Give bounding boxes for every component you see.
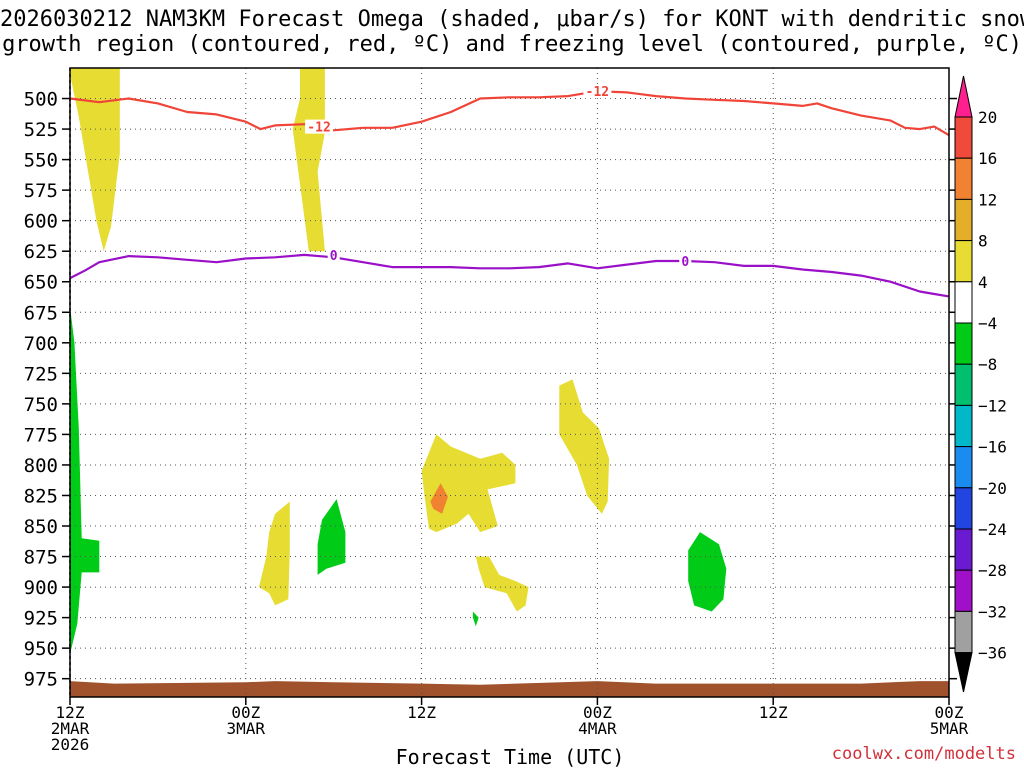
colorbar-label: −24 [978,520,1007,539]
x-tick-label: 00Z [935,703,964,722]
colorbar-bin [954,240,973,283]
x-tick-label: 12Z [759,703,788,722]
omega-region-5 [475,556,529,612]
colorbar-bin [954,157,973,200]
colorbar-label: −20 [978,479,1007,498]
freezing-contour-label-bg [327,247,340,262]
plot-border [69,67,950,698]
grid-lines [70,68,949,697]
y-tick-label: 975 [24,669,58,691]
colorbar-bin [954,404,973,448]
x-tick-label: 00Z [231,703,260,722]
y-tick-label: 650 [24,272,58,294]
omega-region-1 [292,68,325,252]
dgz-contour-line [69,90,950,137]
colorbar-label: 12 [978,190,997,209]
y-tick-label: 950 [24,638,58,660]
colorbar-bottom-arrow [954,652,973,693]
freezing-contour-label: 0 [681,255,689,270]
dgz-contour-label-bg [305,119,334,134]
colorbar-label: −4 [978,314,997,333]
y-tick-label: 850 [24,516,58,538]
plot-frame [69,67,950,698]
omega-region-7 [70,306,100,655]
omega-region-6 [430,483,448,514]
colorbar-label: −36 [978,644,1007,663]
colorbar-bin [954,363,973,406]
y-tick-label: 700 [24,333,58,355]
x-tick-label: 5MAR [930,719,969,738]
source-credit[interactable]: coolwx.com/modelts [831,744,1016,764]
y-tick-label: 500 [24,89,58,111]
x-tick-label: 2MAR [51,719,90,738]
x-axis-label: Forecast Time (UTC) [395,745,625,769]
temperature-contours: -12 -12 0 0 [69,84,950,298]
colorbar-top-arrow [954,75,973,118]
x-tick-label: 4MAR [578,719,617,738]
omega-region-8 [317,499,346,575]
surface-terrain [70,681,949,697]
y-tick-label: 600 [24,211,58,233]
y-tick-label: 750 [24,394,58,416]
freezing-contour-label: 0 [330,249,338,264]
y-tick-label: 925 [24,608,58,630]
x-tick-label: 3MAR [227,719,266,738]
dgz-contour-label: -12 [586,85,609,100]
chart-title-line-2: growth region (contoured, red, ºC) and f… [2,32,1022,57]
colorbar-label: 8 [978,232,988,251]
y-tick-label: 525 [24,119,58,141]
colorbar-bin [954,610,973,654]
colorbar-label: −8 [978,355,997,374]
omega-region-4 [259,501,290,606]
omega-shaded-fills [70,68,727,655]
colorbar-label: −16 [978,438,1007,457]
y-tick-label: 875 [24,547,58,569]
chart-title-line-1: 2026030212 NAM3KM Forecast Omega (shaded… [0,7,1024,32]
y-tick-label: 625 [24,241,58,263]
x-tick-label: 2026 [51,735,90,754]
omega-colorbar: 20 16 12 8 4 −4 −8 −12 −16 −20 −24 −28 −32 −36 [954,75,1007,693]
colorbar-bin [954,198,973,242]
dgz-contour-label: -12 [307,121,330,136]
omega-region-0 [70,68,120,252]
colorbar-label: 4 [978,273,988,292]
x-tick-label: 00Z [583,703,612,722]
pressure-axis: 500 525 550 575 600 625 650 675 700 725 750 775 800 8… [24,89,957,691]
colorbar-label: −28 [978,561,1007,580]
y-tick-label: 675 [24,302,58,324]
omega-region-2 [421,434,516,533]
freezing-contour-line [69,253,950,298]
colorbar-bin [954,487,973,530]
y-tick-label: 775 [24,424,58,446]
colorbar-bin [954,446,973,489]
colorbar-bin [954,281,973,324]
y-tick-label: 800 [24,455,58,477]
colorbar-label: 16 [978,149,997,168]
y-tick-label: 900 [24,577,58,599]
colorbar-bin [954,569,973,612]
y-tick-label: 725 [24,363,58,385]
colorbar-label: −12 [978,396,1007,415]
colorbar-label: −32 [978,602,1007,621]
dgz-contour-label-bg [583,84,612,99]
colorbar-bin [954,322,973,365]
y-tick-label: 550 [24,150,58,172]
omega-region-9 [472,611,479,627]
x-tick-label: 12Z [407,703,436,722]
surface-terrain-fill [70,681,949,697]
colorbar-bin [954,116,973,159]
omega-region-3 [559,379,610,514]
omega-region-10 [688,532,727,612]
colorbar-label: 20 [978,108,997,127]
y-tick-label: 825 [24,485,58,507]
freezing-contour-label-bg [679,253,692,268]
x-tick-label: 12Z [56,703,85,722]
colorbar-bin [954,528,973,571]
y-tick-label: 575 [24,180,58,202]
